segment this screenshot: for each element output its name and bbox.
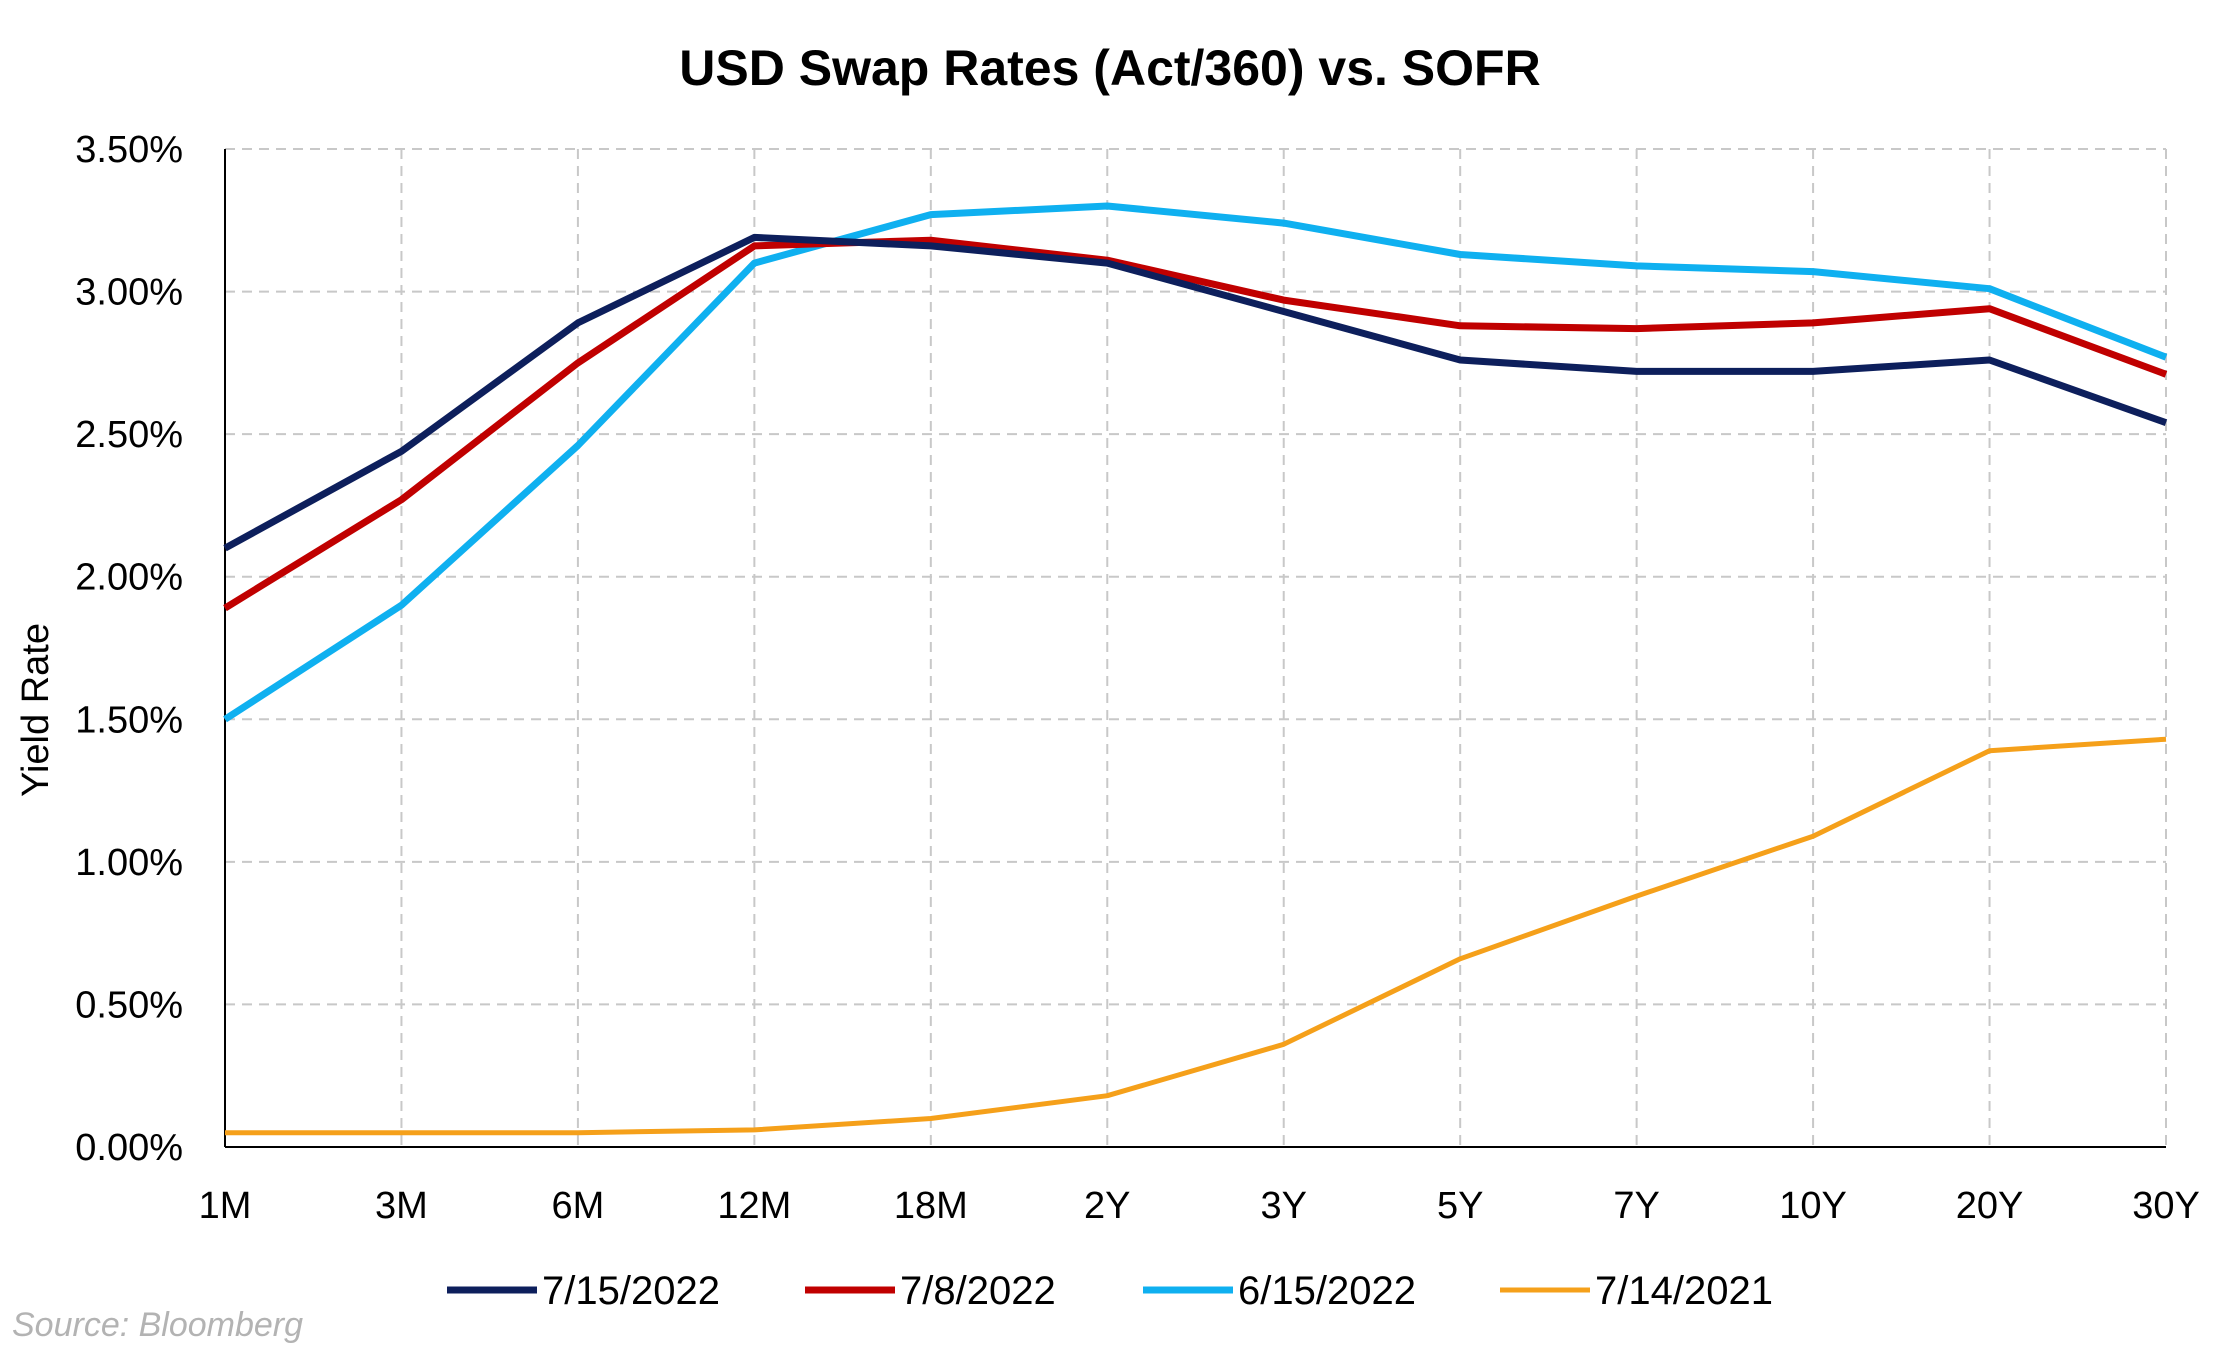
y-tick-label: 0.50% xyxy=(75,984,183,1026)
x-tick-label: 5Y xyxy=(1437,1185,1483,1227)
series-line-1 xyxy=(223,233,2168,552)
y-tick-labels: 0.00% 0.50% 1.00% 1.50% 2.00% 2.50% 3.00% 3.50% xyxy=(75,129,183,1169)
y-tick-label: 2.00% xyxy=(75,557,183,599)
series-line-2 xyxy=(223,236,2168,612)
x-tick-label: 1M xyxy=(199,1185,252,1227)
x-tick-label: 12M xyxy=(717,1185,791,1227)
grid-lines xyxy=(225,148,2167,1147)
legend-label: 7/15/2022 xyxy=(542,1269,720,1313)
y-tick-label: 0.00% xyxy=(75,1127,183,1169)
x-tick-labels: 1M 3M 6M 12M 18M 2Y 3Y 5Y 7Y 10Y 20Y 30Y xyxy=(199,1185,2200,1227)
x-tick-label: 6M xyxy=(552,1185,605,1227)
x-tick-label: 3Y xyxy=(1260,1185,1306,1227)
y-tick-label: 1.50% xyxy=(75,699,183,741)
series-line-3 xyxy=(223,202,2168,723)
legend-label: 7/14/2021 xyxy=(1595,1269,1773,1313)
y-tick-label: 1.00% xyxy=(75,842,183,884)
legend-label: 7/8/2022 xyxy=(900,1269,1056,1313)
legend-label: 6/15/2022 xyxy=(1238,1269,1416,1313)
legend: 7/15/2022 7/8/2022 6/15/2022 7/14/2021 xyxy=(447,1269,1773,1313)
x-tick-label: 30Y xyxy=(2132,1185,2200,1227)
y-axis-title: Yield Rate xyxy=(15,623,57,797)
x-tick-label: 20Y xyxy=(1956,1185,2024,1227)
y-tick-label: 2.50% xyxy=(75,414,183,456)
x-tick-label: 18M xyxy=(894,1185,968,1227)
x-tick-label: 7Y xyxy=(1613,1185,1659,1227)
chart-title: USD Swap Rates (Act/360) vs. SOFR xyxy=(679,40,1540,96)
source-note: Source: Bloomberg xyxy=(12,1306,303,1344)
y-tick-label: 3.50% xyxy=(75,129,183,171)
x-tick-label: 10Y xyxy=(1779,1185,1847,1227)
x-tick-label: 3M xyxy=(375,1185,428,1227)
y-tick-label: 3.00% xyxy=(75,272,183,314)
x-tick-label: 2Y xyxy=(1084,1185,1130,1227)
series-lines xyxy=(223,202,2168,1136)
series-line-4 xyxy=(225,736,2167,1136)
axes xyxy=(224,149,2166,1148)
